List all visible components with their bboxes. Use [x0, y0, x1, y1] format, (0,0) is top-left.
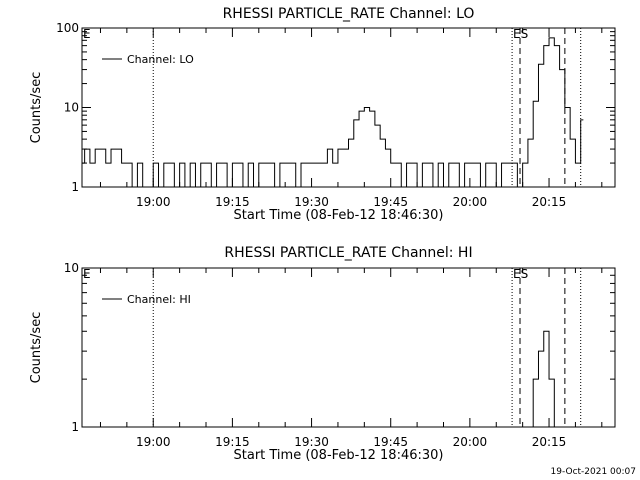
chart-title: RHESSI PARTICLE_RATE Channel: LO	[223, 6, 475, 22]
x-tick-label: 19:30	[294, 195, 329, 209]
legend-label: Channel: HI	[127, 293, 191, 306]
marker-label: E	[83, 267, 91, 281]
x-tick-label: 20:15	[532, 435, 567, 449]
x-tick-label: 20:15	[532, 195, 567, 209]
x-tick-label: 20:00	[453, 195, 488, 209]
chart-panel-1: RHESSI PARTICLE_RATE Channel: LO 1 10 100 19…	[29, 6, 616, 223]
y-tick-label: 100	[56, 21, 79, 35]
plot-frame	[81, 27, 616, 188]
x-tick-label: 19:00	[136, 195, 171, 209]
series-line-1	[82, 37, 584, 188]
x-axis-label: Start Time (08-Feb-12 18:46:30)	[234, 448, 444, 463]
x-tick-label: 19:15	[215, 195, 250, 209]
x-tick-label: 19:45	[373, 435, 408, 449]
timestamp: 19-Oct-2021 00:07	[551, 467, 636, 477]
x-tick-label: 20:00	[453, 435, 488, 449]
y-tick-label: 1	[71, 180, 79, 194]
y-axis-label: Counts/sec	[29, 72, 44, 144]
series-line-1	[530, 330, 557, 428]
chart-panel-2: RHESSI PARTICLE_RATE Channel: HI 1 10 19:00…	[29, 245, 616, 463]
x-tick-label: 19:15	[215, 435, 250, 449]
legend-label: Channel: LO	[127, 53, 194, 66]
x-tick-label: 19:45	[373, 195, 408, 209]
y-tick-label: 1	[71, 420, 79, 434]
x-axis-label: Start Time (08-Feb-12 18:46:30)	[234, 208, 444, 223]
x-tick-label: 19:30	[294, 435, 329, 449]
marker-label: ES	[513, 27, 528, 41]
marker-label: E	[83, 27, 91, 41]
y-tick-label: 10	[64, 261, 79, 275]
marker-label: ES	[513, 267, 528, 281]
y-tick-label: 10	[64, 101, 79, 115]
y-axis-label: Counts/sec	[29, 312, 44, 384]
x-tick-label: 19:00	[136, 435, 171, 449]
chart-title: RHESSI PARTICLE_RATE Channel: HI	[224, 245, 472, 261]
plot-frame	[81, 267, 616, 428]
